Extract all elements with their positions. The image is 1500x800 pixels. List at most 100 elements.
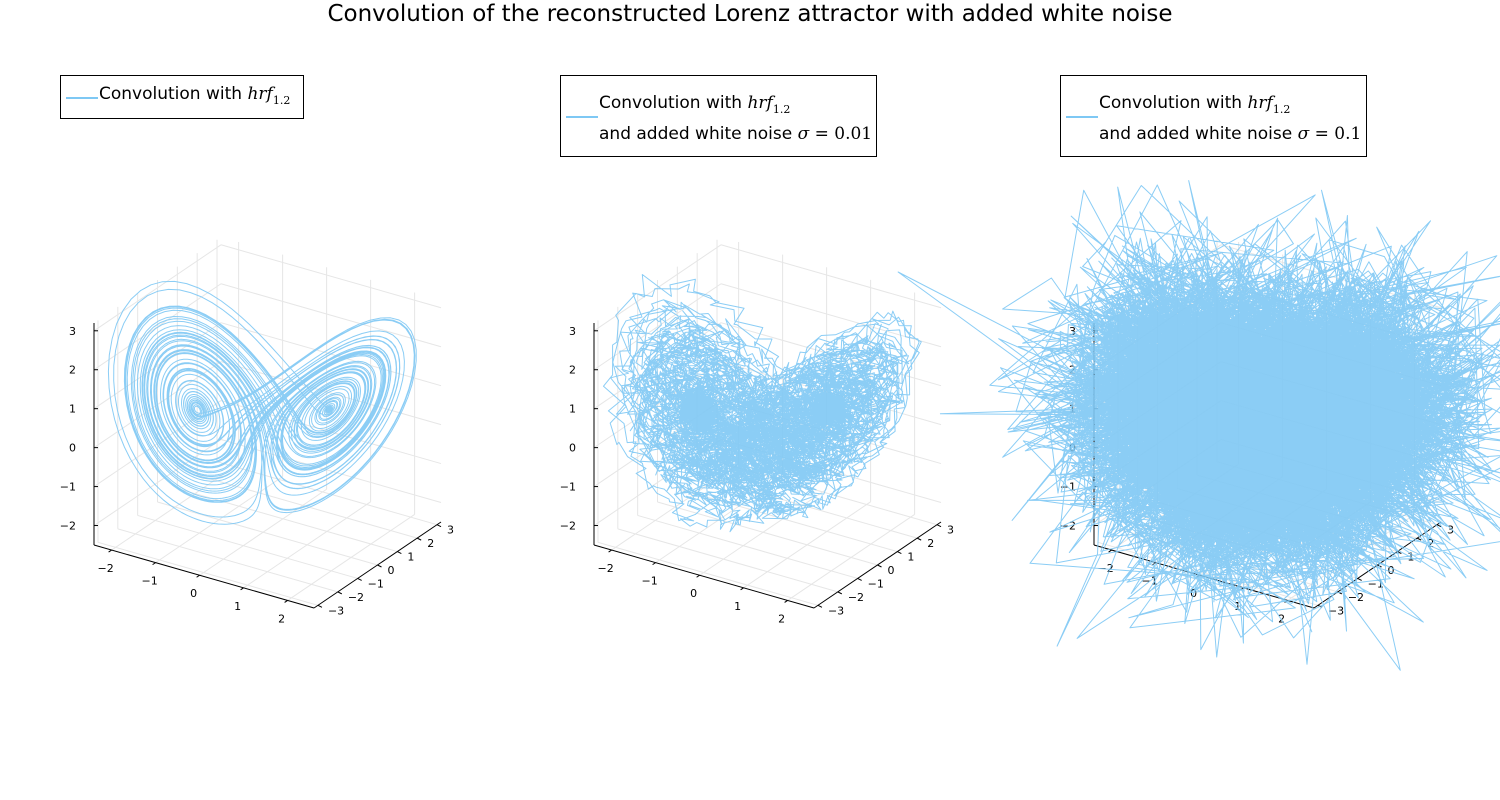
z-tick-label: 1: [569, 403, 576, 416]
x-axis-line: [593, 544, 815, 609]
gridline: [117, 528, 338, 593]
legend-panel-2: Convolution with hrf1.2 and added white …: [560, 75, 877, 157]
gridline: [617, 528, 838, 593]
y-tick: [857, 577, 862, 581]
gridline: [97, 541, 319, 606]
gridline: [197, 474, 418, 539]
x-tick: [108, 549, 112, 553]
legend-entry: Convolution with hrf1.2: [99, 82, 290, 113]
gridline: [657, 501, 878, 566]
legend-text-line2: and added white noise: [599, 124, 798, 144]
y-tick-label: −1: [868, 577, 884, 590]
y-tick: [436, 524, 442, 528]
x-tick-label: −1: [641, 575, 657, 588]
legend-math: hrf: [247, 84, 273, 104]
x-tick-label: −2: [597, 562, 613, 575]
x-tick-label: 2: [1278, 612, 1285, 625]
gridline: [637, 514, 858, 579]
x-tick-label: 1: [234, 600, 241, 613]
y-tick-label: 1: [407, 551, 414, 564]
gridline: [720, 283, 942, 348]
y-tick: [1416, 537, 1422, 541]
legend-text-line2: and added white noise: [1099, 124, 1298, 144]
series-line: [107, 280, 417, 525]
z-tick-label: 0: [569, 442, 576, 455]
gridline: [220, 439, 442, 504]
y-tick-label: −2: [348, 591, 364, 604]
z-tick-label: −2: [560, 520, 576, 533]
y-tick: [337, 591, 343, 595]
x-tick: [284, 600, 288, 603]
x-tick-label: −1: [141, 575, 157, 588]
legend-math: σ: [797, 124, 810, 144]
y-tick-label: 0: [388, 564, 395, 577]
x-tick: [740, 587, 744, 591]
x-tick: [608, 549, 612, 553]
y-tick: [357, 577, 362, 581]
y-tick: [837, 591, 843, 595]
legend-text: Convolution with: [1099, 93, 1248, 113]
gridline: [157, 501, 378, 566]
x-tick-label: 1: [734, 600, 741, 613]
x-tick-label: 2: [778, 612, 785, 625]
y-tick-label: −1: [368, 577, 384, 590]
legend-math: hrf: [1247, 93, 1273, 113]
gridline: [677, 488, 898, 553]
y-tick: [397, 551, 402, 555]
y-tick-label: 3: [1447, 524, 1454, 537]
z-tick-label: 3: [569, 325, 576, 338]
y-tick-label: −3: [328, 604, 344, 617]
x-tick-label: 0: [690, 587, 697, 600]
legend-math: σ: [1297, 124, 1310, 144]
x-tick-label: 0: [190, 587, 197, 600]
y-tick-label: −2: [1348, 591, 1364, 604]
z-tick-label: −1: [560, 481, 576, 494]
y-tick-label: −3: [828, 604, 844, 617]
y-tick: [916, 537, 922, 541]
gridline: [1097, 541, 1319, 606]
z-tick-label: 2: [69, 364, 76, 377]
y-tick-label: 2: [927, 537, 934, 550]
y-tick-label: 0: [888, 564, 895, 577]
y-tick: [877, 564, 882, 568]
z-tick-label: 2: [569, 364, 576, 377]
x-tick: [240, 587, 244, 591]
legend-line-swatch: [566, 116, 598, 118]
y-tick: [416, 537, 422, 541]
y-tick-label: 1: [907, 551, 914, 564]
legend-text: Convolution with: [599, 93, 748, 113]
series-line: [897, 180, 1500, 671]
y-tick-label: 2: [1427, 537, 1434, 550]
y-tick-label: −3: [1328, 604, 1344, 617]
legend-subscript: 1.2: [272, 94, 291, 107]
x-tick: [152, 562, 156, 566]
x-tick: [652, 562, 656, 566]
y-tick-label: 0: [1388, 564, 1395, 577]
legend-value: = 0.1: [1309, 124, 1362, 144]
y-tick: [817, 604, 823, 608]
figure-title: Convolution of the reconstructed Lorenz …: [327, 1, 1173, 27]
y-tick-label: −2: [848, 591, 864, 604]
y-tick: [897, 551, 902, 555]
gridline: [593, 283, 722, 371]
gridline: [93, 400, 222, 487]
y-tick: [936, 524, 942, 528]
z-tick-label: −1: [60, 481, 76, 494]
gridline: [137, 514, 358, 579]
x-tick: [696, 574, 700, 578]
y-tick: [317, 604, 323, 608]
x-tick-label: −2: [97, 562, 113, 575]
y-tick-label: 2: [427, 537, 434, 550]
legend-entry: Convolution with hrf1.2 and added white …: [599, 91, 872, 146]
y-tick-label: 3: [447, 524, 454, 537]
legend-subscript: 1.2: [1272, 103, 1291, 116]
x-tick: [784, 600, 788, 603]
legend-panel-3: Convolution with hrf1.2 and added white …: [1060, 75, 1367, 157]
z-tick-label: 0: [1069, 442, 1076, 455]
